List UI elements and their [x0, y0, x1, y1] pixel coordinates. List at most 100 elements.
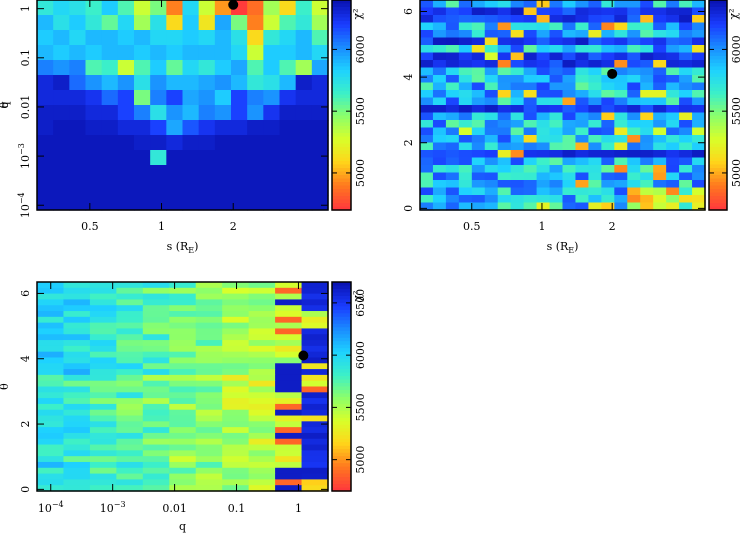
- heatmap-cell: [37, 180, 54, 196]
- heatmap-cell: [198, 105, 216, 121]
- heatmap-cell: [69, 45, 87, 61]
- heatmap-cell: [301, 282, 329, 289]
- heatmap-cell: [53, 90, 70, 106]
- heatmap-cell: [134, 195, 151, 211]
- colorbar-segment: [332, 400, 351, 405]
- colorbar-segment: [709, 59, 727, 64]
- colorbar-segment: [332, 435, 351, 440]
- heatmap-cell: [37, 195, 54, 211]
- heatmap-cell: [37, 421, 65, 428]
- heatmap-cell: [666, 90, 680, 99]
- heatmap-cell: [231, 30, 248, 46]
- heatmap-cell: [301, 316, 329, 324]
- heatmap-cell: [279, 60, 297, 76]
- heatmap-cell: [484, 135, 499, 144]
- heatmap-cell: [420, 67, 434, 76]
- colorbar-segment: [332, 147, 351, 152]
- heatmap-cell: [222, 293, 250, 301]
- heatmap-cell: [248, 432, 276, 440]
- heatmap-cell: [63, 432, 91, 440]
- heatmap-cell: [679, 97, 693, 106]
- colorbar-segment: [332, 105, 351, 110]
- heatmap-cell: [510, 90, 525, 99]
- heatmap-cell: [445, 22, 460, 31]
- heatmap-cell: [182, 45, 200, 61]
- heatmap-cell: [614, 45, 628, 54]
- heatmap-cell: [471, 142, 486, 151]
- heatmap-cell: [575, 105, 589, 114]
- colorbar-frame: [331, 281, 352, 492]
- heatmap-cell: [458, 150, 473, 159]
- heatmap-cell: [601, 60, 615, 69]
- heatmap-cell: [458, 105, 473, 114]
- heatmap-cell: [588, 67, 602, 76]
- heatmap-cell: [182, 180, 200, 196]
- heatmap-cell: [458, 15, 473, 24]
- colorbar-tick-label: 6000: [354, 341, 367, 369]
- heatmap-cell: [247, 195, 264, 211]
- heatmap-cell: [588, 82, 602, 91]
- heatmap-cell: [614, 195, 628, 204]
- x-tick-label: 0.5: [463, 220, 481, 233]
- heatmap-cell: [142, 293, 170, 301]
- heatmap-cell: [549, 195, 564, 204]
- heatmap-cell: [666, 172, 680, 181]
- heatmap-cell: [275, 380, 303, 388]
- heatmap-cell: [142, 311, 170, 318]
- heatmap-cell: [222, 473, 250, 480]
- heatmap-cell: [142, 392, 170, 399]
- heatmap-cell: [653, 202, 667, 211]
- heatmap-cell: [653, 45, 667, 54]
- heatmap-cell: [666, 180, 680, 189]
- heatmap-cell: [484, 202, 499, 211]
- heatmap-cell: [458, 180, 473, 189]
- heatmap-cell: [679, 82, 693, 91]
- heatmap-cell: [279, 30, 297, 46]
- heatmap-cell: [432, 67, 447, 76]
- heatmap-cell: [89, 380, 117, 388]
- heatmap-cell: [134, 45, 151, 61]
- heatmap-cell: [198, 180, 216, 196]
- heatmap-cell: [575, 142, 589, 151]
- heatmap-cell: [134, 150, 151, 166]
- plot-frame: [36, 0, 329, 211]
- heatmap-cell: [150, 75, 167, 91]
- heatmap-cell: [214, 45, 232, 61]
- heatmap-cell: [562, 0, 577, 9]
- colorbar-segment: [709, 35, 727, 40]
- colorbar-segment: [332, 424, 351, 429]
- colorbar-segment: [332, 309, 351, 314]
- heatmap-cell: [679, 195, 693, 204]
- heatmap-cell: [601, 30, 615, 39]
- heatmap-cell: [575, 165, 589, 174]
- heatmap-cell: [301, 345, 329, 353]
- heatmap-cell: [614, 180, 628, 189]
- heatmap-cell: [666, 112, 680, 121]
- heatmap-cell: [69, 105, 87, 121]
- heatmap-cell: [420, 142, 434, 151]
- heatmap-cell: [653, 172, 667, 181]
- heatmap-cell: [85, 90, 103, 106]
- heatmap-cell: [666, 45, 680, 54]
- colorbar-segment: [709, 161, 727, 166]
- heatmap-cell: [471, 60, 486, 69]
- heatmap-cell: [142, 398, 170, 405]
- heatmap-cell: [150, 15, 167, 31]
- heatmap-cell: [231, 180, 248, 196]
- heatmap-cell: [601, 37, 615, 46]
- heatmap-cell: [575, 120, 589, 129]
- heatmap-cell: [432, 127, 447, 136]
- heatmap-cell: [575, 82, 589, 91]
- colorbar-tick-label: 5000: [354, 446, 367, 474]
- heatmap-cell: [627, 37, 641, 46]
- heatmap-cell: [301, 322, 329, 330]
- heatmap-cell: [679, 0, 693, 9]
- heatmap-cell: [601, 52, 615, 61]
- heatmap-cell: [614, 60, 628, 69]
- heatmap-cell: [627, 45, 641, 54]
- heatmap-cell: [420, 120, 434, 129]
- heatmap-cell: [295, 60, 313, 76]
- heatmap-cell: [116, 293, 144, 301]
- heatmap-cell: [458, 142, 473, 151]
- heatmap-cell: [195, 456, 223, 463]
